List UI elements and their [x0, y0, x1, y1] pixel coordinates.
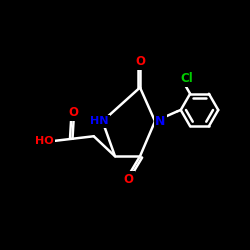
Text: O: O: [135, 55, 145, 68]
Text: O: O: [69, 106, 79, 120]
Text: N: N: [155, 115, 166, 128]
Text: HN: HN: [90, 116, 109, 126]
Text: HO: HO: [35, 136, 54, 146]
Text: Cl: Cl: [180, 72, 193, 85]
Text: O: O: [124, 173, 134, 186]
